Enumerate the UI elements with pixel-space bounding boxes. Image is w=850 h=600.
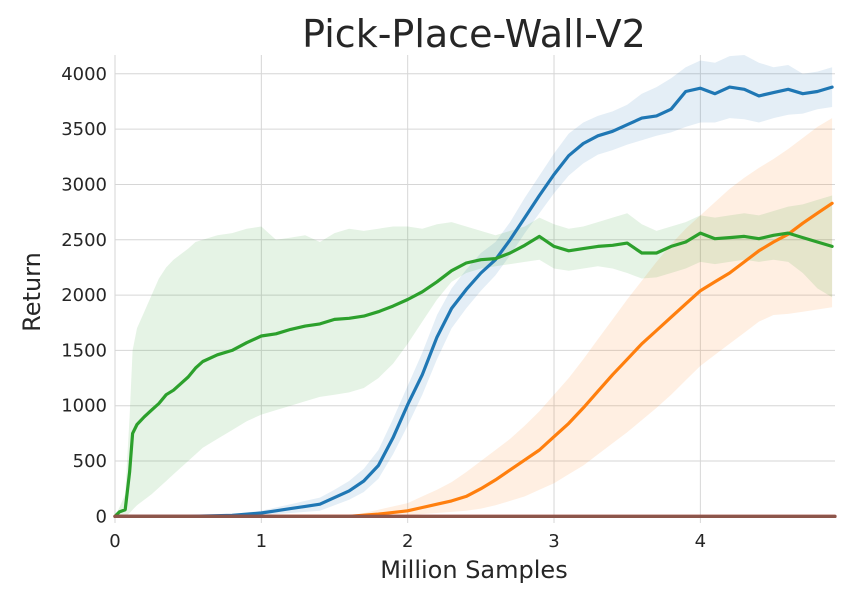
x-tick-label: 2 [402,531,413,552]
series-band [115,195,833,517]
x-tick-label: 3 [548,531,559,552]
y-tick-label: 1000 [61,396,107,417]
y-tick-label: 4000 [61,64,107,85]
y-tick-label: 3000 [61,174,107,195]
series-line [113,85,834,519]
plot-area: 0 1 2 3 4 0 500 1000 1500 2000 2500 3000 3500 4000 [61,55,837,552]
x-tick-label: 4 [695,531,706,552]
series-line [113,201,834,519]
plot-background [115,55,835,523]
x-axis-label: Million Samples [380,556,567,584]
y-tick-label: 3500 [61,119,107,140]
series-line [113,231,834,519]
y-tick-label: 2500 [61,230,107,251]
chart-title: Pick-Place-Wall-V2 [302,12,646,56]
x-tick-label: 1 [256,531,267,552]
y-tick-label: 1500 [61,340,107,361]
y-axis-label: Return [18,252,46,332]
y-tick-label: 2000 [61,285,107,306]
y-tick-label: 0 [96,506,107,527]
x-tick-label: 0 [109,531,120,552]
series-band [115,118,833,517]
series-band [115,55,833,517]
y-tick-label: 500 [73,451,107,472]
